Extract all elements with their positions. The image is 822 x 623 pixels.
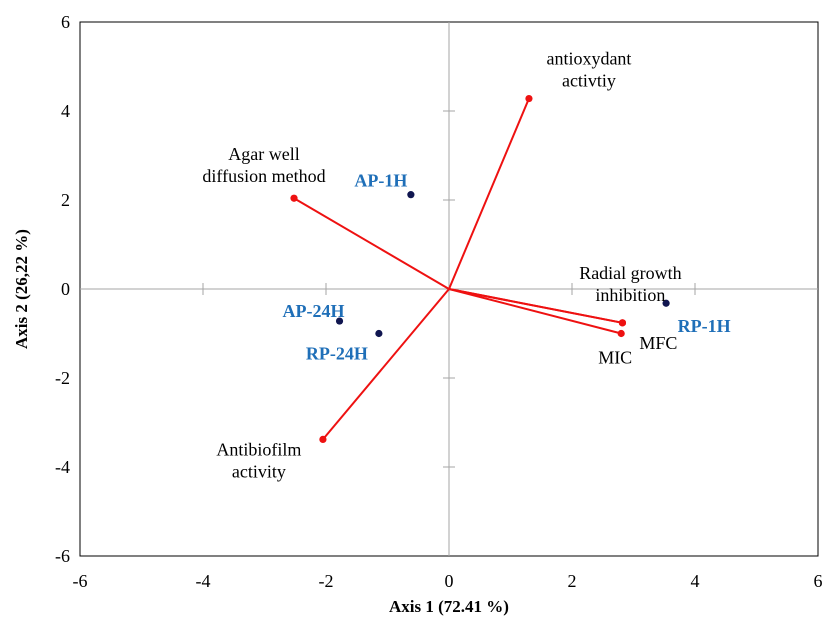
labels-layer: antioxydant activtiy Agar well diffusion me… — [202, 49, 730, 482]
x-tick-label: -4 — [196, 571, 211, 591]
variable-label: MIC — [598, 348, 632, 368]
variable-label-line: activtiy — [562, 71, 616, 91]
variable-vector — [293, 197, 450, 290]
variable-label-line: activity — [232, 461, 286, 481]
variable-label: MFC — [639, 333, 677, 353]
observation-point — [407, 191, 415, 199]
variable-label: Antibiofilm activity — [216, 439, 301, 481]
observation-label: RP-1H — [678, 316, 731, 336]
observation-points — [335, 191, 670, 338]
observation-label: AP-24H — [283, 301, 345, 321]
x-tick-label: 0 — [445, 571, 454, 591]
variable-vector — [448, 288, 623, 324]
axes-layer: -6 -4 -2 0 2 4 6 -6 -4 -2 0 2 4 6 — [55, 12, 822, 591]
observation-point — [662, 299, 670, 307]
y-tick-label: -2 — [55, 368, 70, 388]
variable-label-line: inhibition — [595, 285, 665, 305]
variable-vector — [322, 288, 450, 441]
variable-vector-tip — [525, 94, 533, 103]
variable-vectors — [290, 94, 627, 444]
variable-vector-tip — [618, 319, 627, 327]
variable-label-line: MFC — [639, 333, 677, 353]
x-tick-label: 6 — [814, 571, 822, 591]
variable-label-line: diffusion method — [202, 166, 325, 186]
variable-label-line: antioxydant — [546, 49, 631, 69]
y-tick-label: 6 — [61, 12, 70, 32]
y-tick-label: 2 — [61, 190, 70, 210]
y-tick-label: 4 — [61, 101, 70, 121]
observation-point — [335, 317, 344, 325]
x-tick-label: 2 — [568, 571, 577, 591]
y-tick-label: -6 — [55, 546, 70, 566]
variable-vector-tip — [319, 435, 327, 444]
variable-label-line: Radial growth — [579, 263, 681, 283]
variable-label: antioxydant activtiy — [546, 49, 631, 91]
variable-vector — [448, 288, 622, 335]
y-tick-label: 0 — [61, 279, 70, 299]
observation-point — [375, 329, 383, 338]
variable-vector — [448, 98, 530, 290]
variable-vector-tip — [290, 194, 298, 202]
x-tick-label: -6 — [73, 571, 88, 591]
y-tick-label: -4 — [55, 457, 70, 477]
observation-label: AP-1H — [354, 171, 407, 191]
y-axis-title: Axis 2 (26,22 %) — [12, 229, 31, 349]
variable-vector-tip — [617, 329, 625, 338]
variable-label: Radial growth inhibition — [579, 263, 681, 305]
variable-label-line: Agar well — [228, 144, 299, 164]
variable-label-line: MIC — [598, 348, 632, 368]
x-tick-label: -2 — [319, 571, 334, 591]
variable-label: Agar well diffusion method — [202, 144, 325, 186]
x-tick-label: 4 — [691, 571, 700, 591]
observation-label: RP-24H — [306, 344, 368, 364]
x-axis-title: Axis 1 (72.41 %) — [389, 597, 509, 616]
variable-label-line: Antibiofilm — [216, 439, 301, 459]
